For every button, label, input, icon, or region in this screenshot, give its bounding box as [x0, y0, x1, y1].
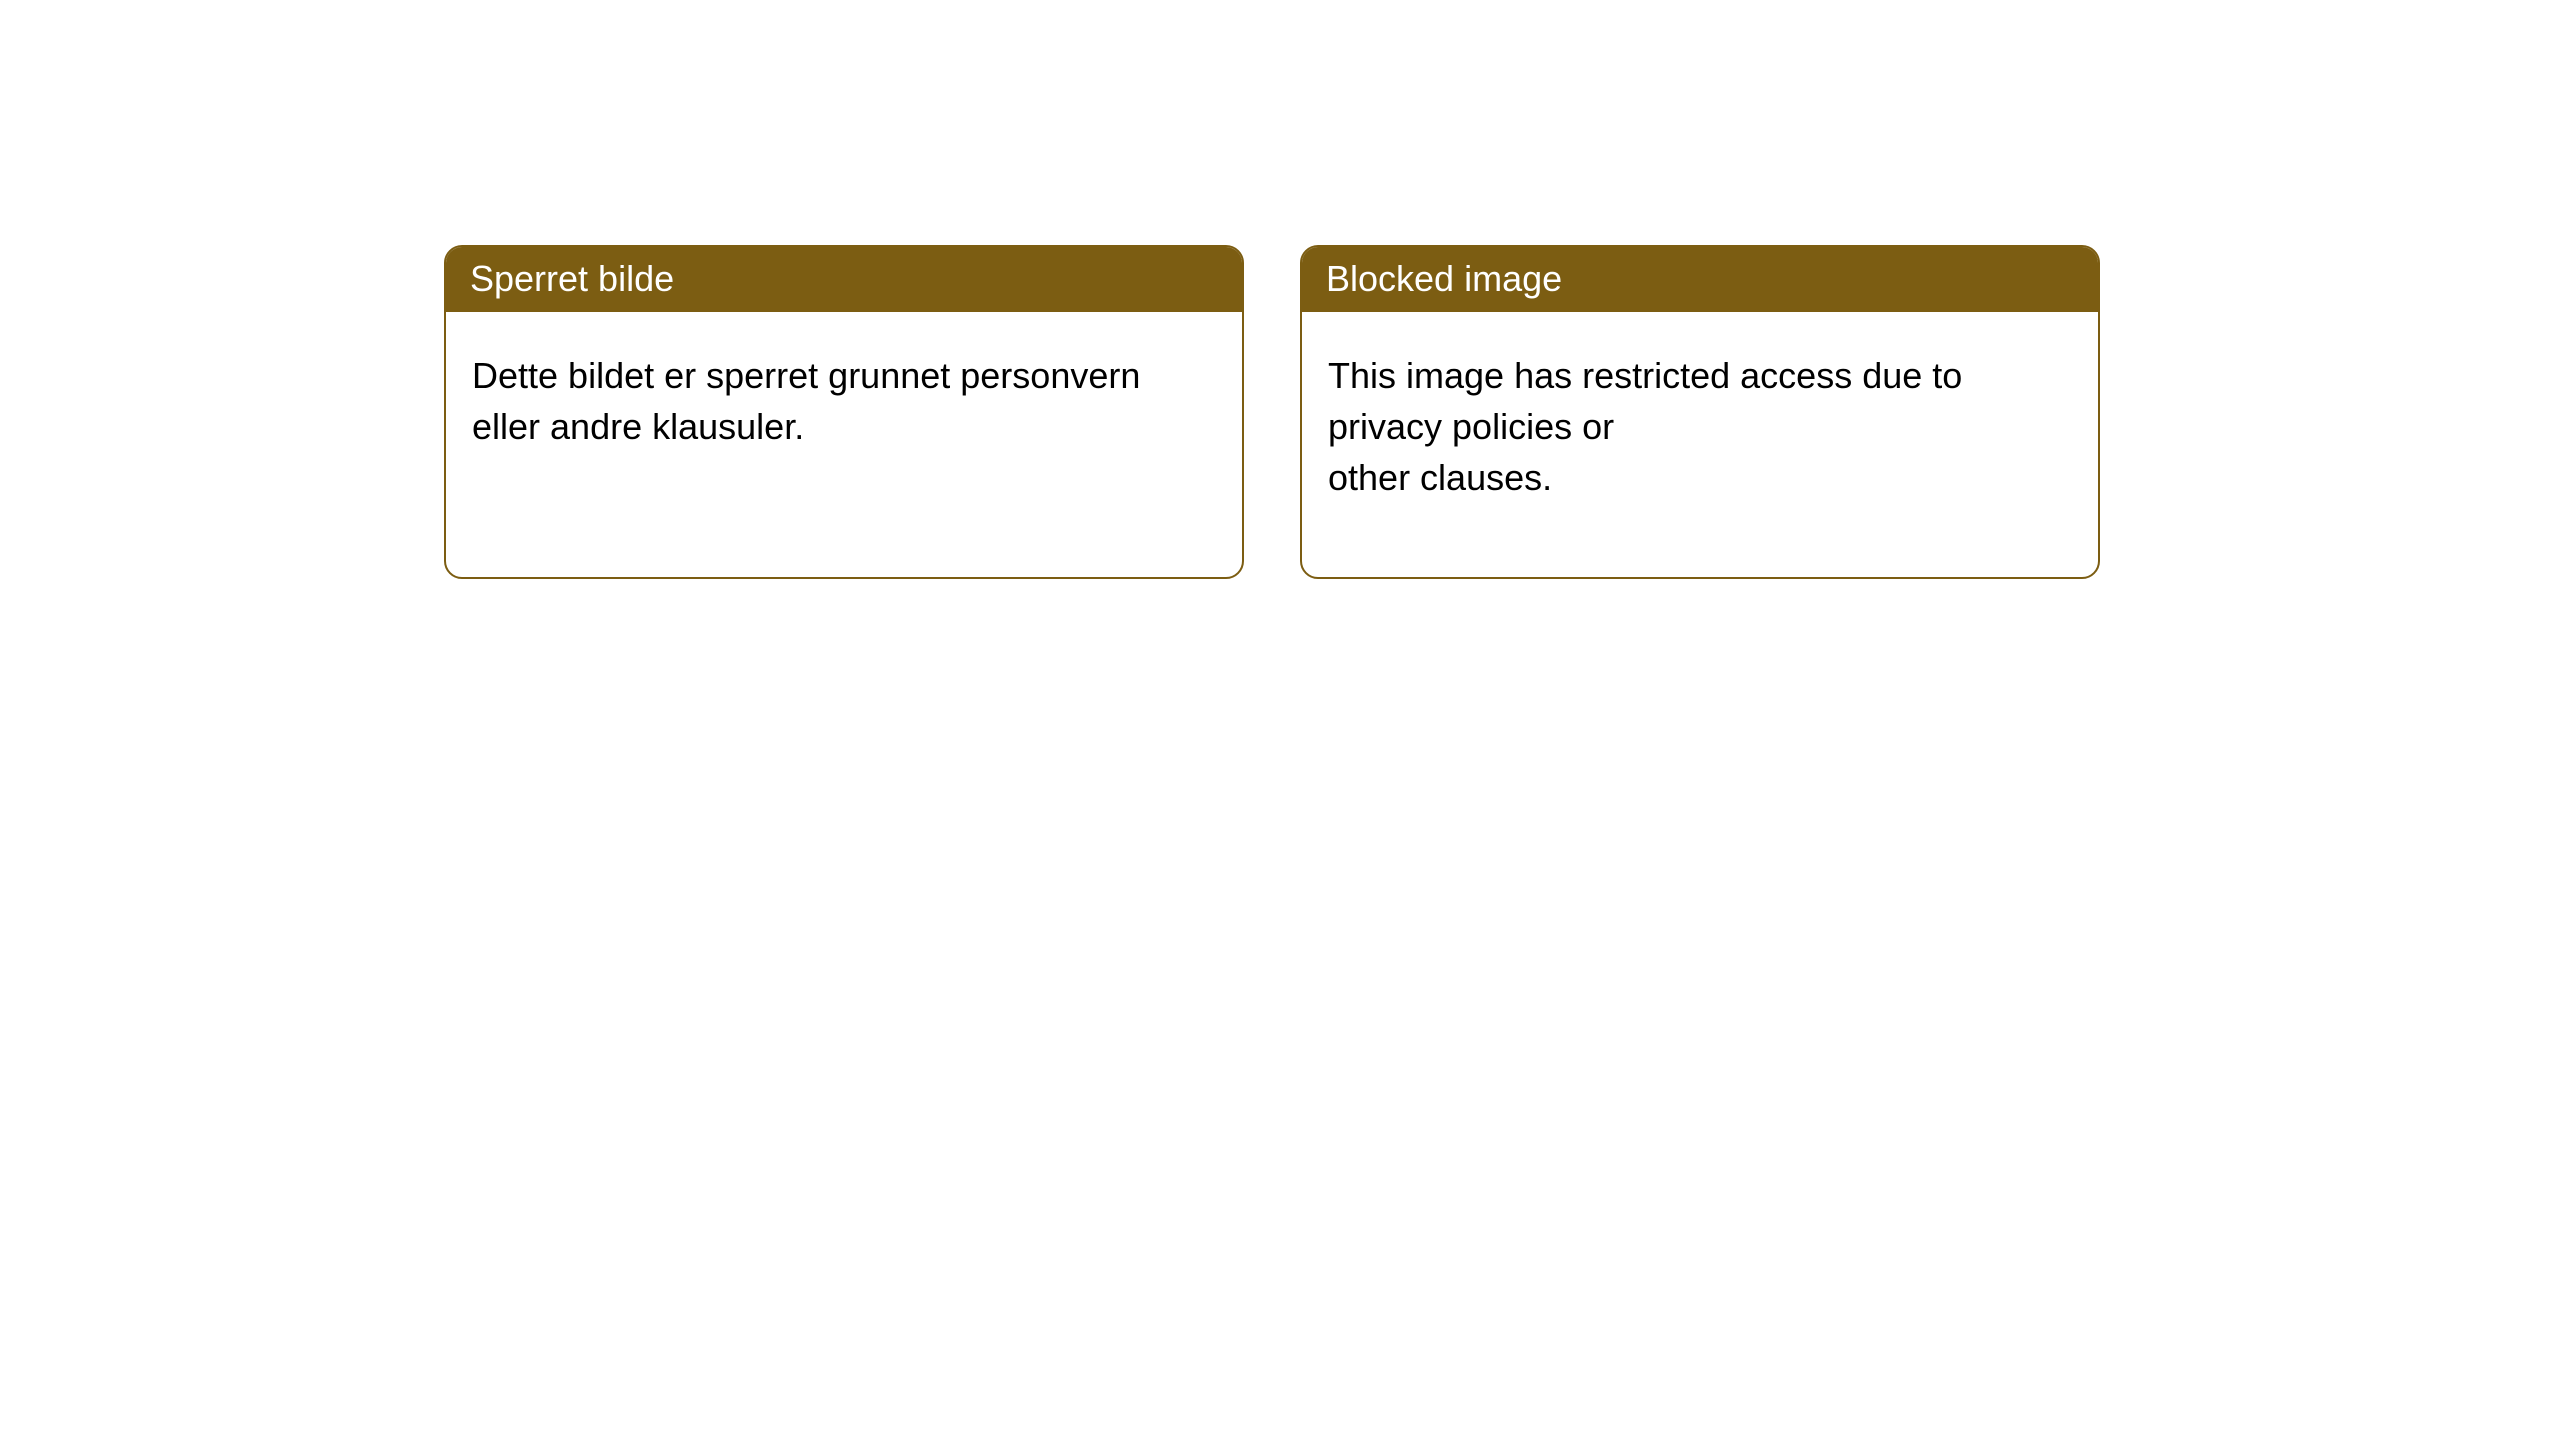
notice-card-title: Sperret bilde [446, 247, 1242, 312]
notice-container: Sperret bilde Dette bildet er sperret gr… [0, 0, 2560, 579]
notice-card-body: This image has restricted access due to … [1302, 312, 2098, 541]
notice-card-body: Dette bildet er sperret grunnet personve… [446, 312, 1242, 490]
notice-card-english: Blocked image This image has restricted … [1300, 245, 2100, 579]
notice-card-norwegian: Sperret bilde Dette bildet er sperret gr… [444, 245, 1244, 579]
notice-card-title: Blocked image [1302, 247, 2098, 312]
